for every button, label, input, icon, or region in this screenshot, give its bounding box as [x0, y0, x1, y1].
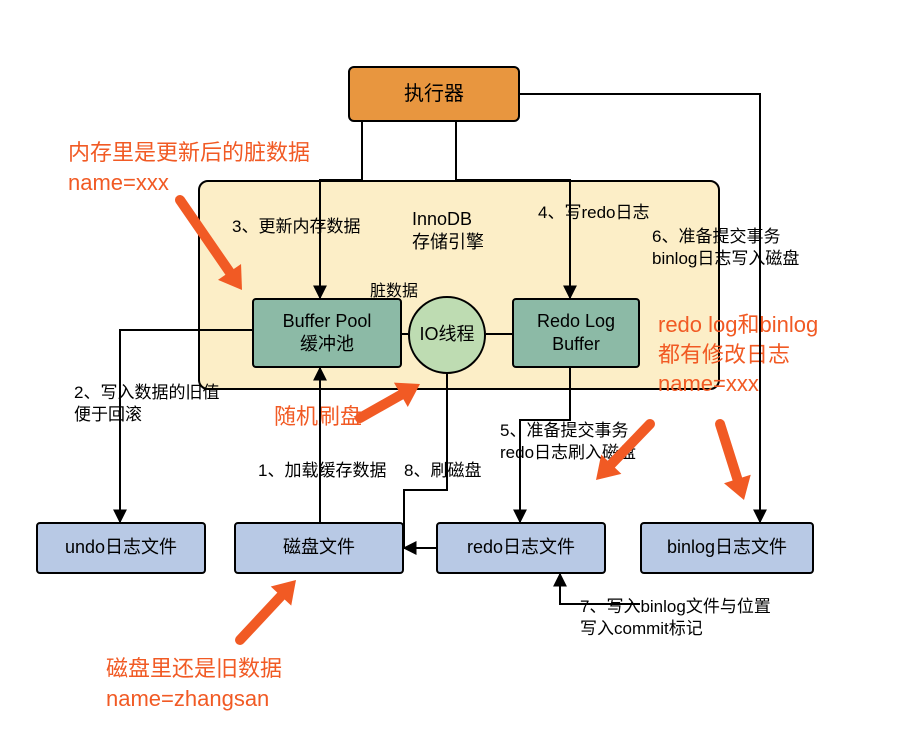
- annotation-dirty-memory: 内存里是更新后的脏数据 name=xxx: [68, 138, 310, 197]
- undo-log-file-node: undo日志文件: [36, 522, 206, 574]
- step-6-label: 6、准备提交事务 binlog日志写入磁盘: [652, 226, 799, 270]
- step-4-label: 4、写redo日志: [538, 202, 649, 224]
- annotation-random-flush: 随机刷盘: [274, 402, 362, 432]
- redo-log-buffer-label: Redo Log Buffer: [537, 310, 615, 357]
- undo-log-file-label: undo日志文件: [65, 536, 177, 559]
- annotation-arrowhead-ra3b: [724, 475, 751, 500]
- disk-file-node: 磁盘文件: [234, 522, 404, 574]
- redo-log-buffer-node: Redo Log Buffer: [512, 298, 640, 368]
- io-thread-node: IO线程: [408, 296, 486, 374]
- disk-file-label: 磁盘文件: [283, 536, 355, 559]
- annotation-old-disk-data: 磁盘里还是旧数据 name=zhangsan: [106, 654, 282, 713]
- buffer-pool-label: Buffer Pool 缓冲池: [283, 310, 372, 357]
- step-3-label: 3、更新内存数据: [232, 216, 360, 238]
- binlog-file-node: binlog日志文件: [640, 522, 814, 574]
- annotation-arrow-ra2: [360, 395, 401, 418]
- step-8-label: 8、刷磁盘: [404, 460, 481, 482]
- step-1-label: 1、加载缓存数据: [258, 460, 386, 482]
- dirty-data-label: 脏数据: [370, 282, 418, 303]
- binlog-file-label: binlog日志文件: [667, 536, 787, 559]
- annotation-redo-binlog: redo log和binlog 都有修改日志 name=xxx: [658, 310, 818, 399]
- annotation-arrow-ra4: [240, 596, 281, 640]
- redo-log-file-node: redo日志文件: [436, 522, 606, 574]
- executor-label: 执行器: [404, 81, 464, 107]
- buffer-pool-node: Buffer Pool 缓冲池: [252, 298, 402, 368]
- step-2-label: 2、写入数据的旧值 便于回滚: [74, 382, 219, 426]
- step-5-label: 5、准备提交事务 redo日志刷入磁盘: [500, 420, 636, 464]
- executor-node: 执行器: [348, 66, 520, 122]
- innodb-engine-label: InnoDB 存储引擎: [412, 208, 484, 255]
- annotation-arrowhead-ra4: [271, 580, 296, 606]
- redo-log-file-label: redo日志文件: [467, 536, 575, 559]
- step-7-label: 7、写入binlog文件与位置 写入commit标记: [580, 596, 771, 640]
- io-thread-label: IO线程: [419, 323, 474, 346]
- annotation-arrow-ra3b: [720, 424, 737, 479]
